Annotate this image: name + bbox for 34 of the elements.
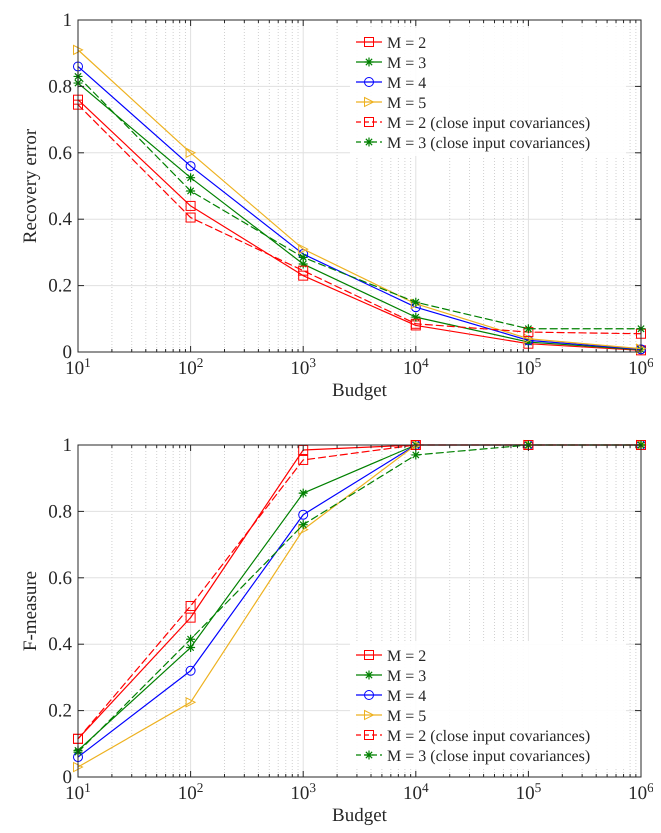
x-tick-label: 10$^{2}$ [178, 780, 204, 804]
y-tick-label: 0.2 [48, 276, 72, 297]
x-tick-label: 10$^{3}$ [290, 354, 316, 379]
x-tick-label: 10$^{5}$ [516, 354, 542, 379]
y-tick-label: 0.8 [48, 501, 72, 522]
y-tick-label: 1 [62, 10, 72, 31]
x-tick-label: 10$^{4}$ [402, 354, 429, 379]
x-tick-label: 10$^{2}$ [178, 354, 204, 379]
legend-label: M = 3 [387, 668, 426, 685]
y-tick-label: 0.8 [48, 76, 72, 98]
y-axis-title: Recovery error [20, 128, 41, 244]
legend-label: M = 2 [387, 648, 426, 665]
y-tick-label: 0.6 [48, 142, 72, 164]
x-axis-title: Budget [332, 805, 388, 826]
legend-label: M = 3 [387, 55, 426, 72]
legend-label: M = 4 [387, 75, 426, 92]
x-tick-label: 10$^{5}$ [516, 780, 542, 804]
legend-label: M = 3 (close input covariances) [387, 135, 590, 152]
x-tick-label: 10$^{4}$ [402, 780, 429, 804]
y-tick-label: 0.4 [48, 634, 72, 656]
y-axis-title: F-measure [20, 570, 41, 652]
x-axis-title: Budget [332, 380, 388, 401]
y-tick-label: 0.2 [48, 700, 72, 722]
legend-label: M = 5 [387, 708, 426, 725]
y-tick-label: 0.4 [48, 209, 72, 230]
legend-label: M = 4 [387, 688, 426, 705]
legend-label: M = 2 (close input covariances) [387, 728, 590, 745]
legend-label: M = 2 (close input covariances) [387, 115, 590, 132]
legend-label: M = 3 (close input covariances) [387, 748, 590, 765]
legend-label: M = 2 [387, 35, 426, 52]
legend-label: M = 5 [387, 95, 426, 112]
x-tick-label: 10$^{3}$ [290, 780, 316, 804]
y-tick-label: 0.6 [48, 568, 72, 589]
y-tick-label: 1 [62, 435, 72, 456]
